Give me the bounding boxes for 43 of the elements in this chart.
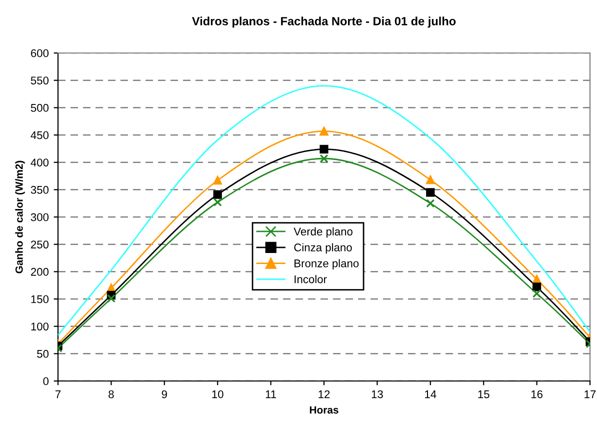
y-tick-label: 300 bbox=[30, 213, 49, 222]
y-tick-label: 250 bbox=[30, 240, 49, 248]
point bbox=[532, 289, 542, 298]
legend-label: Verde plano bbox=[294, 227, 352, 238]
y-tick-label: 600 bbox=[31, 49, 49, 58]
x-tick-label: 10 bbox=[212, 390, 224, 398]
y-tick-label: 500 bbox=[30, 104, 49, 112]
x-tick-label: 17 bbox=[584, 390, 596, 398]
x-tick-label: 12 bbox=[318, 390, 330, 398]
x-axis-title: Horas bbox=[310, 406, 338, 414]
point bbox=[320, 154, 328, 163]
x-tick-label: 9 bbox=[162, 390, 167, 398]
y-tick-label: 350 bbox=[30, 186, 49, 194]
point bbox=[213, 198, 222, 207]
y-tick-label: 550 bbox=[30, 76, 49, 84]
y-tick-label: 100 bbox=[31, 322, 49, 330]
point bbox=[320, 126, 328, 136]
x-tick-label: 13 bbox=[372, 390, 383, 398]
x-tick-label: 11 bbox=[266, 390, 276, 398]
point bbox=[426, 199, 435, 208]
point bbox=[213, 176, 222, 185]
y-tick-label: 450 bbox=[30, 131, 49, 140]
point bbox=[106, 294, 116, 303]
x-tick-label: 7 bbox=[55, 390, 61, 398]
y-tick-label: 50 bbox=[37, 350, 49, 358]
y-tick-label: 200 bbox=[30, 268, 49, 276]
x-tick-label: 8 bbox=[108, 390, 114, 398]
x-tick-label: 15 bbox=[478, 390, 490, 398]
point bbox=[213, 190, 222, 199]
chart-title: Vidros planos - Fachada Norte - Dia 01 de julho bbox=[192, 16, 456, 28]
legend-label: Bronze plano bbox=[294, 259, 359, 270]
y-tick-label: 0 bbox=[43, 377, 49, 386]
point bbox=[426, 188, 435, 197]
point bbox=[426, 176, 435, 184]
legend-label: Cinza plano bbox=[294, 243, 352, 254]
legend-label: Incolor bbox=[294, 275, 327, 284]
x-tick-label: 14 bbox=[425, 390, 436, 398]
y-tick-label: 150 bbox=[31, 295, 49, 304]
y-axis-title: Ganho de calor (W/m2) bbox=[15, 160, 25, 274]
point bbox=[320, 144, 328, 154]
point bbox=[532, 282, 542, 292]
x-tick-label: 16 bbox=[531, 390, 542, 398]
y-tick-label: 400 bbox=[30, 158, 49, 166]
